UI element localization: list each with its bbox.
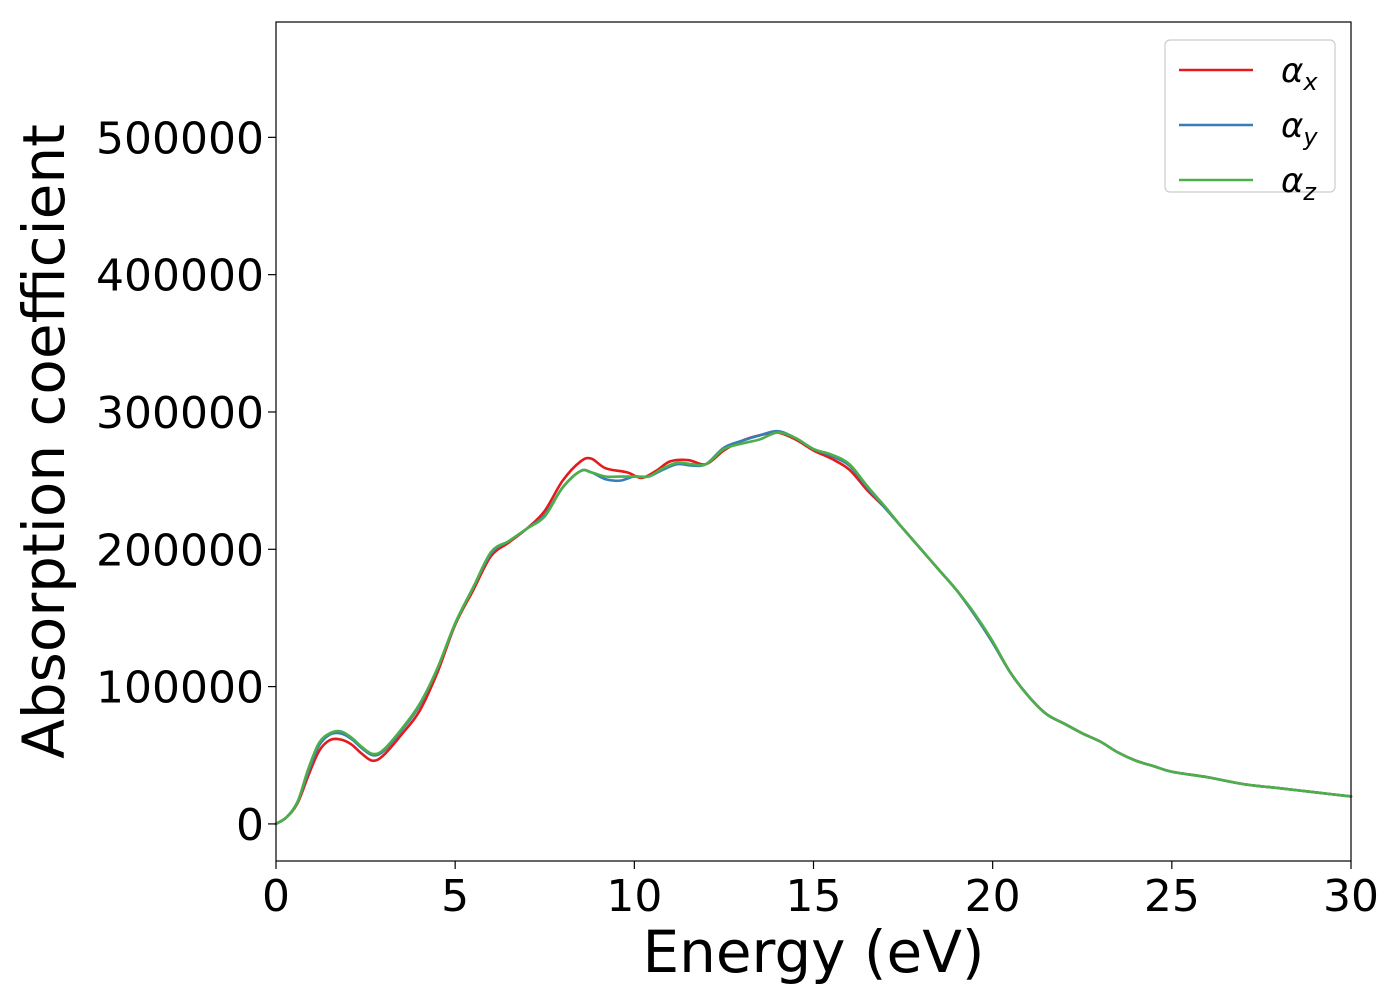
x-tick-label: 0	[262, 871, 290, 922]
x-tick-label: 10	[606, 871, 662, 922]
legend-box	[1164, 39, 1336, 193]
y-tick-label: 500000	[96, 113, 264, 164]
y-tick-label: 0	[236, 800, 264, 851]
legend-label-x: αx	[1281, 51, 1318, 96]
series-layer	[274, 429, 1353, 826]
x-axis-label: Energy (eV)	[642, 918, 984, 986]
x-axis: 0 5 10 15 20 25 30	[262, 861, 1379, 922]
y-tick-label: 100000	[96, 663, 264, 714]
legend-label-y: αy	[1281, 106, 1318, 151]
legend: αx αy αz	[1164, 39, 1336, 206]
y-tick-label: 300000	[96, 388, 264, 439]
x-tick-label: 30	[1323, 871, 1379, 922]
x-tick-label: 25	[1144, 871, 1200, 922]
legend-label-z: αz	[1281, 161, 1317, 206]
y-axis-label: Absorption coefficient	[10, 124, 78, 759]
x-tick-label: 15	[786, 871, 842, 922]
x-tick-label: 20	[965, 871, 1021, 922]
y-tick-label: 400000	[96, 251, 264, 302]
y-tick-label: 200000	[96, 525, 264, 576]
x-tick-label: 5	[441, 871, 469, 922]
series-line-z	[274, 431, 1353, 826]
y-axis: 0 100000 200000 300000 400000 500000	[96, 113, 276, 851]
